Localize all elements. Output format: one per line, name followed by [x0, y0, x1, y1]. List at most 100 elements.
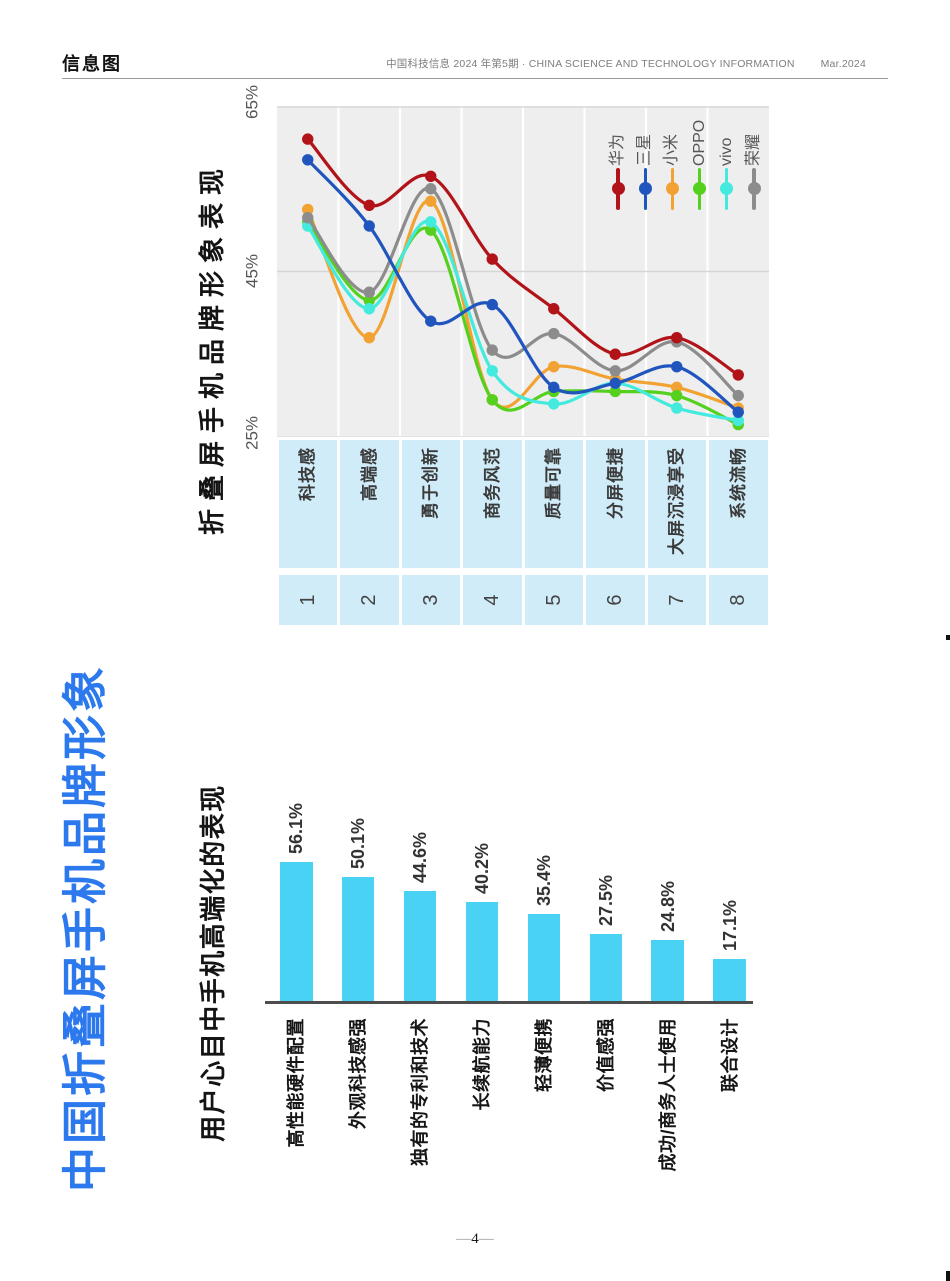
data-point-荣耀 [425, 183, 437, 195]
data-point-荣耀 [363, 286, 375, 298]
legend-marker-dot [611, 182, 625, 195]
category-number: 2 [358, 594, 381, 606]
category-number-cell [401, 575, 460, 625]
data-point-小米 [425, 195, 437, 207]
data-point-vivo [486, 365, 498, 377]
crop-mark-corner [946, 1271, 950, 1281]
bar-value-label: 17.1% [719, 900, 740, 952]
data-point-小米 [302, 203, 314, 216]
data-point-三星 [671, 360, 683, 373]
footer-dash-right: — [478, 1231, 494, 1247]
page-footer: —4— [0, 1231, 950, 1248]
data-point-小米 [363, 332, 375, 344]
header-rule [62, 78, 888, 79]
category-label: 分屏便捷 [605, 447, 625, 519]
bar-category-label: 成功/商务人士使用 [657, 1018, 678, 1172]
category-number-cell [647, 575, 706, 625]
legend-marker-dot [747, 182, 761, 195]
bar-外观科技感强 [341, 877, 375, 1002]
data-point-vivo [548, 398, 560, 410]
ytick-65: 65% [242, 84, 262, 120]
data-point-华为 [609, 348, 621, 360]
data-point-三星 [732, 406, 744, 418]
data-point-华为 [732, 369, 744, 381]
series-line-三星 [306, 158, 740, 414]
data-point-三星 [609, 377, 621, 389]
category-number: 1 [296, 594, 319, 606]
legend-marker-dot [693, 182, 707, 195]
category-number-cell [278, 575, 337, 625]
data-point-荣耀 [302, 212, 314, 224]
header-journal-row: 中国科技信息 2024 年第5期 · CHINA SCIENCE AND TEC… [386, 56, 866, 71]
category-number: 3 [419, 594, 442, 606]
data-point-三星 [302, 154, 314, 166]
bar-category-label: 外观科技感强 [348, 1018, 369, 1129]
bar-value-label: 35.4% [533, 854, 554, 906]
bar-category-label: 联合设计 [719, 1018, 740, 1092]
category-cell [647, 440, 706, 568]
legend-label-OPPO: OPPO [690, 119, 708, 166]
data-point-华为 [425, 170, 437, 183]
category-cell [524, 440, 583, 568]
data-point-三星 [486, 298, 498, 311]
bar-category-label: 长续航能力 [472, 1018, 492, 1111]
section-label: 信息图 [62, 54, 122, 74]
category-cell [340, 440, 399, 568]
ytick-45: 45% [242, 253, 262, 289]
bar-成功/商务人士使用 [651, 940, 684, 1002]
bar-value-label: 27.5% [595, 874, 616, 926]
series-line-荣耀 [306, 186, 740, 398]
bar-chart-title: 用户心目中手机高端化的表现 [198, 784, 228, 1142]
legend-marker-dot [638, 182, 652, 195]
category-number: 5 [542, 594, 565, 606]
data-point-OPPO [363, 294, 375, 307]
category-cell [586, 440, 645, 568]
category-number-cell [463, 575, 522, 625]
category-label: 系统流畅 [728, 447, 748, 519]
crop-mark-right [946, 635, 950, 640]
data-point-vivo [425, 216, 437, 228]
bar-value-label: 56.1% [286, 803, 307, 855]
bar-category-label: 价值感强 [595, 1018, 616, 1092]
issue-date: Mar.2024 [820, 58, 866, 70]
category-number-cell [709, 575, 768, 625]
category-number-cell [340, 575, 399, 625]
category-number: 6 [604, 594, 627, 606]
bar-chart-baseline [265, 1001, 753, 1004]
category-number: 8 [727, 594, 750, 606]
category-label: 勇于创新 [421, 447, 441, 519]
category-label: 高端感 [359, 447, 379, 501]
bar-联合设计 [713, 959, 746, 1002]
category-number: 7 [665, 594, 688, 606]
data-point-小米 [548, 360, 560, 373]
line-chart-title: 折叠屏手机品牌形象表现 [197, 160, 227, 536]
bar-value-label: 24.8% [657, 881, 678, 933]
data-point-华为 [548, 303, 560, 315]
data-point-三星 [548, 381, 560, 394]
data-point-vivo [363, 303, 375, 315]
data-point-荣耀 [486, 344, 498, 356]
bar-category-label: 高性能硬件配置 [286, 1018, 307, 1148]
bar-value-label: 50.1% [348, 818, 369, 870]
data-point-华为 [302, 133, 314, 145]
bar-独有的专利和技术 [403, 891, 437, 1002]
data-point-三星 [363, 220, 375, 232]
category-number: 4 [481, 594, 504, 606]
data-point-三星 [425, 315, 437, 327]
legend-label-荣耀: 荣耀 [745, 133, 762, 166]
data-point-华为 [671, 332, 683, 344]
category-label: 科技感 [298, 447, 318, 501]
category-label: 质量可靠 [544, 447, 564, 519]
ytick-25: 25% [242, 415, 262, 451]
footer-dash-left: — [456, 1231, 472, 1247]
journal-title: 中国科技信息 2024 年第5期 · CHINA SCIENCE AND TEC… [386, 58, 795, 70]
category-cell [709, 440, 768, 568]
category-cell [401, 440, 460, 568]
bar-category-label: 独有的专利和技术 [410, 1018, 431, 1166]
data-point-华为 [486, 253, 498, 265]
data-point-荣耀 [732, 389, 744, 402]
data-point-OPPO [486, 394, 498, 406]
category-cell [463, 440, 522, 568]
legend-marker-dot [665, 182, 679, 195]
